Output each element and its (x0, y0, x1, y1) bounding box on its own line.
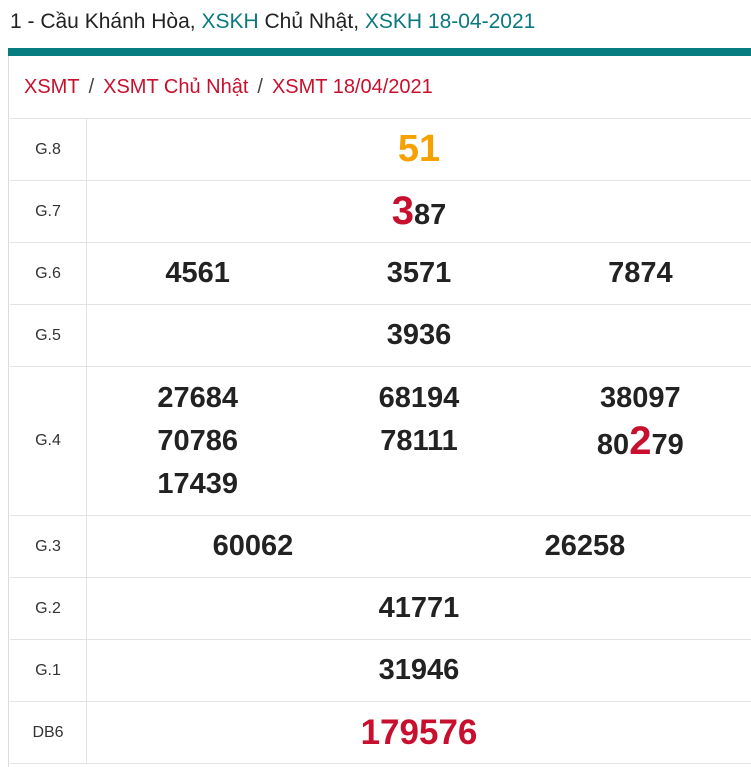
row-g3: G.3 60062 26258 (10, 515, 751, 578)
prize-label: G.2 (10, 577, 87, 640)
prize-label: G.8 (10, 118, 87, 181)
prize-number: 80279 (596, 418, 684, 467)
prize-label: G.4 (10, 366, 87, 516)
row-g8: G.8 51 (10, 118, 751, 181)
special-prize-number: 179576 (360, 712, 478, 752)
row-g6: G.6 4561 3571 7874 (10, 242, 751, 305)
prize-number: 387 (87, 189, 751, 234)
accent-bar (8, 48, 751, 56)
prize-number: 3571 (386, 257, 452, 289)
title-mid: Chủ Nhật, (258, 10, 365, 33)
prize-number: 38097 (599, 381, 681, 414)
xskh-link[interactable]: XSKH (201, 10, 259, 33)
prize-number: 27684 (157, 381, 238, 414)
prize-label: G.5 (10, 304, 87, 367)
prize-number: 78111 (380, 424, 458, 457)
digits: 80 (596, 428, 630, 461)
row-g7: G.7 387 (10, 180, 751, 243)
xskh-date-link[interactable]: XSKH 18-04-2021 (364, 10, 536, 33)
prize-label: DB6 (10, 701, 87, 764)
prize-number: 3936 (386, 319, 452, 351)
prize-number: 51 (397, 128, 441, 170)
highlight-digit: 2 (629, 418, 652, 463)
prize-number: 60062 (212, 530, 294, 562)
prize-number: 17439 (157, 467, 238, 500)
row-g4: G.4 27684 70786 17439 68194 78111 38097 8027… (10, 366, 751, 516)
results-table: G.8 51 G.7 387 G.6 4561 3571 7874 G.5 3936 G.4… (10, 118, 751, 764)
breadcrumb: XSMT / XSMT Chủ Nhật / XSMT 18/04/2021 (24, 76, 433, 99)
prize-number: 68194 (378, 381, 460, 414)
prize-label: G.3 (10, 515, 87, 578)
prize-label: G.6 (10, 242, 87, 305)
breadcrumb-xsmt-date[interactable]: XSMT 18/04/2021 (271, 76, 433, 98)
breadcrumb-xsmt[interactable]: XSMT (24, 76, 80, 98)
breadcrumb-separator: / (88, 76, 95, 98)
row-g5: G.5 3936 (10, 304, 751, 367)
row-g2: G.2 41771 (10, 577, 751, 640)
prize-number: 26258 (544, 530, 626, 562)
prize-label: G.1 (10, 639, 87, 702)
title-prefix: 1 - Cầu Khánh Hòa, (10, 10, 202, 33)
row-g1: G.1 31946 (10, 639, 751, 702)
digits: 79 (651, 428, 684, 461)
breadcrumb-xsmt-chu-nhat[interactable]: XSMT Chủ Nhật (103, 76, 249, 98)
row-special: DB6 179576 (10, 701, 751, 764)
prize-label: G.7 (10, 180, 87, 243)
prize-number: 70786 (157, 424, 238, 457)
results-box (8, 56, 751, 767)
prize-number: 41771 (378, 592, 460, 624)
breadcrumb-separator: / (257, 76, 263, 98)
highlight-digit: 3 (391, 189, 414, 233)
page-title: 1 - Cầu Khánh Hòa, XSKH Chủ Nhật, XSKH 1… (10, 10, 535, 34)
digits: 87 (413, 199, 447, 231)
prize-number: 4561 (165, 257, 230, 289)
prize-number: 31946 (378, 654, 460, 686)
prize-number: 7874 (608, 257, 673, 289)
